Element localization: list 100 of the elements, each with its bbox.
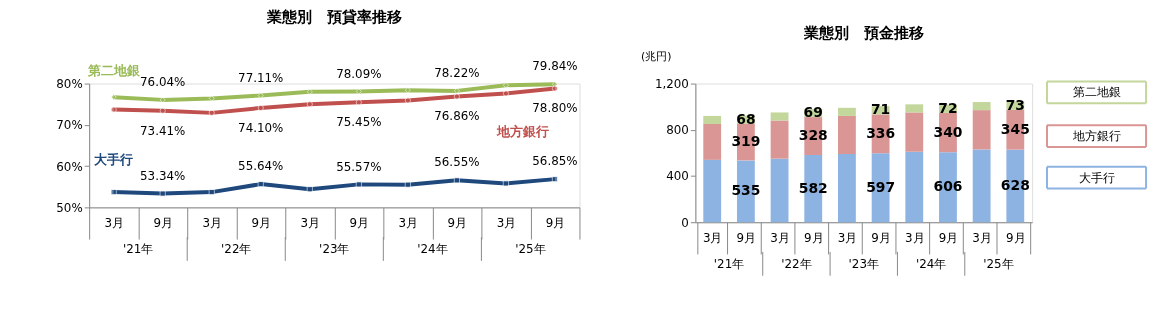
data-label: 77.11% — [238, 70, 284, 85]
data-label: 74.10% — [238, 120, 284, 135]
data-label: 78.22% — [434, 66, 480, 81]
data-label: 53.34% — [140, 168, 186, 183]
x-tick-label: 3月 — [837, 230, 858, 245]
data-label: 328 — [798, 126, 828, 143]
series-label: 大手行 — [94, 151, 134, 167]
data-label: 73 — [1005, 96, 1025, 113]
x-tick-label: 9月 — [1006, 230, 1026, 245]
x-tick-label: 9月 — [803, 230, 824, 245]
legend-label: 第二地銀 — [1072, 85, 1121, 100]
x-tick-label: 9月 — [545, 215, 566, 230]
x-tick-label: 9月 — [736, 230, 757, 245]
bar — [972, 110, 991, 150]
x-tick-label: 3月 — [398, 215, 419, 230]
text: '22年 — [221, 241, 252, 256]
data-label: 628 — [1000, 176, 1030, 193]
bar — [703, 124, 722, 160]
text: '24年 — [915, 256, 947, 271]
data-label: 56.55% — [434, 155, 480, 170]
point — [551, 85, 558, 92]
x-tick-label: 9月 — [251, 215, 272, 230]
x-tick-label: 3月 — [496, 215, 517, 230]
bar — [703, 159, 722, 223]
data-label: 606 — [933, 178, 963, 195]
point — [159, 96, 166, 103]
x-tick-label: 3月 — [972, 230, 992, 245]
point — [453, 93, 460, 100]
bar — [770, 158, 789, 223]
x-tick-label: 9月 — [153, 215, 173, 230]
text: 大手行 — [1078, 170, 1115, 185]
point — [306, 88, 313, 95]
bar — [972, 149, 991, 223]
point — [551, 176, 558, 183]
point — [453, 87, 460, 94]
point — [208, 95, 215, 102]
data-label: 319 — [731, 132, 761, 149]
point — [257, 181, 264, 188]
data-label: 55.64% — [238, 159, 284, 174]
y-tick-label: 50% — [56, 200, 83, 215]
data-label: 71 — [870, 101, 891, 118]
bar — [703, 115, 722, 124]
point — [208, 109, 215, 116]
data-label: 56.85% — [532, 154, 578, 169]
point — [306, 101, 313, 108]
bar — [838, 107, 856, 116]
point — [404, 181, 411, 188]
x-tick-label: 9月 — [871, 230, 891, 245]
point — [208, 189, 215, 196]
point — [404, 97, 411, 104]
bar — [838, 154, 856, 223]
data-label: 75.45% — [336, 115, 382, 130]
legend-label: 地方銀行 — [1071, 129, 1121, 144]
x-tick-label: 3月 — [300, 215, 321, 230]
point — [502, 90, 509, 97]
data-label: 55.57% — [336, 159, 382, 174]
point — [110, 106, 117, 113]
point — [110, 94, 117, 101]
bar — [838, 115, 856, 155]
series-label: 第二地銀 — [86, 62, 141, 78]
y-tick-label: 800 — [666, 123, 689, 138]
point — [110, 189, 117, 196]
y-tick-label: 400 — [666, 169, 689, 184]
point — [257, 92, 264, 99]
data-label: 79.84% — [532, 59, 578, 74]
data-label: 345 — [1000, 120, 1030, 137]
x-tick-label: 3月 — [702, 230, 723, 245]
data-label: 72 — [938, 99, 958, 116]
data-label: 76.86% — [434, 109, 480, 124]
text: '23年 — [848, 256, 879, 271]
point — [453, 177, 460, 184]
bar — [972, 102, 991, 111]
y-axis-title: (兆円) — [640, 50, 672, 64]
data-label: 78.09% — [336, 66, 382, 81]
chart-title: 業態別 預貸率推移 — [265, 7, 402, 26]
x-tick-label: 9月 — [938, 230, 959, 245]
text: 地方銀行 — [495, 124, 549, 140]
text: '21年 — [122, 241, 154, 256]
point — [355, 88, 362, 95]
point — [355, 99, 362, 106]
y-tick-label: 80% — [56, 77, 83, 92]
text: '23年 — [319, 241, 350, 256]
data-label: 69 — [803, 104, 823, 121]
bar — [905, 151, 924, 223]
point — [502, 180, 509, 187]
y-tick-label: 1,200 — [654, 77, 689, 92]
text: '24年 — [417, 241, 448, 256]
point — [404, 87, 411, 94]
point — [306, 186, 313, 193]
text: '25年 — [515, 241, 546, 256]
data-label: 336 — [866, 124, 896, 141]
point — [502, 82, 509, 89]
data-label: 68 — [736, 110, 756, 127]
data-label: 535 — [731, 182, 761, 199]
chart-title: 業態別 預金推移 — [802, 23, 924, 42]
point — [355, 181, 362, 188]
text: '22年 — [781, 256, 812, 271]
bar — [770, 120, 789, 159]
data-label: 73.41% — [140, 123, 186, 138]
point — [159, 107, 166, 114]
